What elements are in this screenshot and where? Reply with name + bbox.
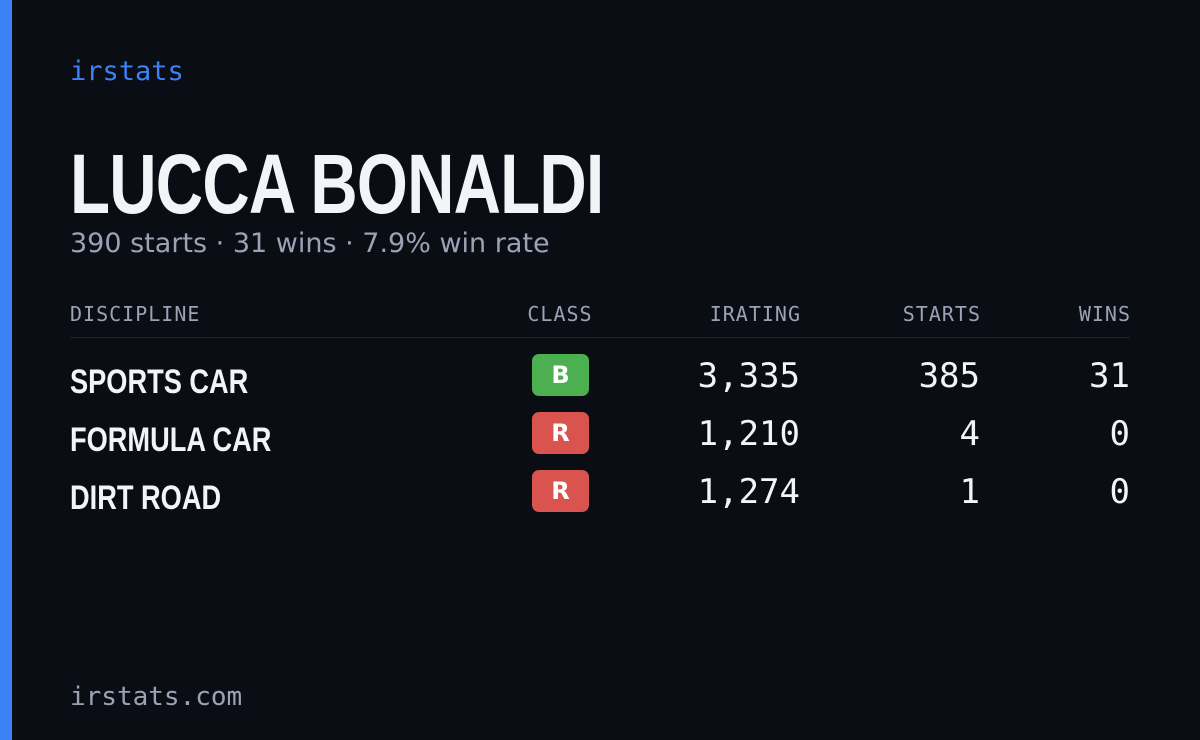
discipline: SPORTS CAR xyxy=(70,363,249,401)
wins: 31 xyxy=(1089,356,1130,396)
discipline: DIRT ROAD xyxy=(70,479,222,517)
header-cell: STARTS xyxy=(902,302,981,326)
class-badge: R xyxy=(532,412,589,454)
irating: 1,210 xyxy=(697,414,800,454)
irating: 1,274 xyxy=(697,472,800,512)
wins: 0 xyxy=(1109,472,1130,512)
brand: irstats xyxy=(70,56,184,87)
accent-bar xyxy=(0,0,12,740)
class-badge: R xyxy=(532,470,589,512)
starts: 4 xyxy=(959,414,980,454)
driver-summary: 390 starts · 31 wins · 7.9% win rate xyxy=(70,228,550,259)
header-cell: WINS xyxy=(1078,302,1131,326)
irating: 3,335 xyxy=(697,356,800,396)
header-cell: DISCIPLINE xyxy=(70,302,201,326)
wins: 0 xyxy=(1109,414,1130,454)
footer: irstats.com xyxy=(70,682,243,712)
starts: 385 xyxy=(918,356,980,396)
discipline: FORMULA CAR xyxy=(70,421,272,459)
divider xyxy=(70,337,1130,338)
header-cell: CLASS xyxy=(527,302,593,326)
starts: 1 xyxy=(959,472,980,512)
class-badge: B xyxy=(532,354,589,396)
header-cell: IRATING xyxy=(709,302,801,326)
driver-name: LUCCA BONALDI xyxy=(70,137,604,231)
